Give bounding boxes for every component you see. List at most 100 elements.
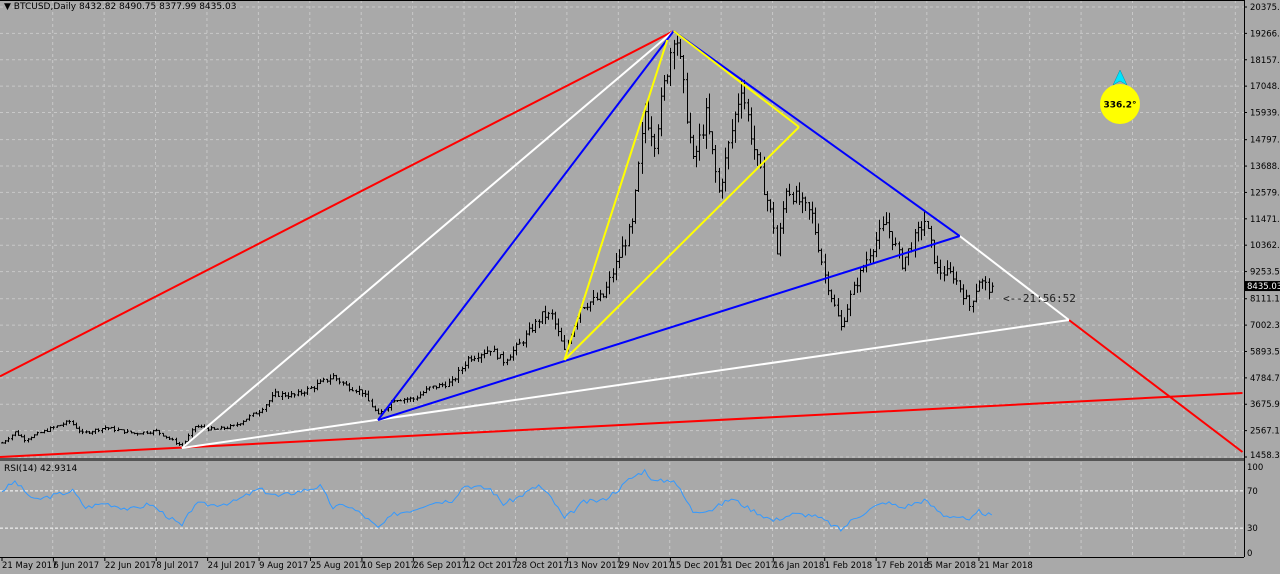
chart-header: ▼ BTCUSD,Daily 8432.82 8490.75 8377.99 8…	[4, 2, 236, 12]
trendline[interactable]	[673, 30, 961, 237]
price-tick-label: 20375.10	[1250, 3, 1280, 13]
price-bar	[734, 111, 737, 143]
price-bar	[261, 407, 264, 414]
price-bar	[904, 256, 907, 272]
price-bar	[547, 311, 550, 320]
price-bar	[72, 420, 75, 426]
price-bar	[258, 410, 261, 417]
time-tick-label: 5 Mar 2018	[928, 561, 976, 571]
trendline[interactable]	[959, 235, 1070, 321]
price-tick-label: 13688.70	[1250, 162, 1280, 172]
price-bar	[358, 385, 361, 396]
trendline[interactable]	[181, 30, 675, 449]
panel-separator[interactable]	[0, 458, 1244, 461]
price-bar	[101, 427, 104, 434]
price-bar	[88, 431, 91, 434]
price-bar	[297, 389, 300, 397]
dropdown-triangle-icon[interactable]: ▼	[4, 2, 11, 12]
price-bar	[936, 255, 939, 274]
price-bar	[236, 422, 239, 427]
price-bar	[46, 428, 49, 432]
price-bar	[300, 389, 303, 396]
price-bar	[737, 93, 740, 123]
angle-badge[interactable]: 336.2°	[1100, 69, 1140, 124]
price-bar	[766, 191, 769, 212]
trendline[interactable]	[0, 392, 1243, 458]
price-bar	[779, 222, 782, 257]
price-bar	[679, 39, 682, 59]
price-bar	[499, 354, 502, 359]
time-tick-label: 12 Oct 2017	[465, 561, 518, 571]
trendline[interactable]	[0, 30, 675, 378]
price-bar	[351, 387, 354, 392]
price-bar	[666, 74, 669, 84]
price-bar	[277, 391, 280, 397]
price-bar	[914, 228, 917, 258]
price-bar	[923, 211, 926, 236]
trendline[interactable]	[1068, 319, 1244, 453]
price-bar	[804, 196, 807, 211]
price-bars	[1, 35, 994, 449]
price-bar	[612, 268, 615, 283]
price-bar	[641, 121, 644, 174]
trendline[interactable]	[377, 235, 960, 421]
price-bar	[988, 278, 991, 300]
price-bar	[875, 232, 878, 258]
rsi-tick-label: 30	[1247, 524, 1258, 534]
price-bar	[634, 189, 637, 224]
price-bar	[978, 280, 981, 292]
price-bar	[792, 191, 795, 205]
price-bar	[772, 201, 775, 234]
price-bar	[721, 178, 724, 199]
price-bar	[361, 389, 364, 397]
price-bar	[94, 428, 97, 435]
price-bar	[972, 300, 975, 313]
price-bar	[557, 318, 560, 337]
price-bar	[175, 437, 178, 445]
trendline[interactable]	[673, 30, 800, 128]
trendline[interactable]	[563, 126, 800, 361]
price-bar	[846, 304, 849, 323]
price-bar	[396, 400, 399, 403]
price-bar	[843, 317, 846, 328]
time-tick-label: 21 May 2017	[2, 561, 57, 571]
price-bar	[486, 346, 489, 355]
price-bar	[959, 280, 962, 293]
price-bar	[194, 425, 197, 433]
time-tick-label: 26 Sep 2017	[413, 561, 467, 571]
price-bar	[56, 425, 59, 428]
price-bar	[599, 289, 602, 302]
price-bar	[727, 140, 730, 170]
price-bar	[618, 249, 621, 269]
price-bar	[927, 220, 930, 229]
price-bar	[20, 434, 23, 438]
price-bar	[441, 382, 444, 388]
price-bar	[1, 441, 4, 444]
time-tick-label: 1 Feb 2018	[825, 561, 873, 571]
price-bar	[702, 124, 705, 139]
price-bar	[515, 342, 518, 356]
price-bar	[531, 323, 534, 333]
price-bar	[146, 430, 149, 435]
price-bar	[268, 400, 271, 408]
trendlines[interactable]	[0, 30, 1244, 458]
current-price-value: 8435.03	[1247, 282, 1280, 292]
price-bar	[403, 398, 406, 404]
time-tick-label: 24 Jul 2017	[208, 561, 256, 571]
price-bar	[287, 392, 290, 399]
price-bar	[23, 434, 26, 443]
price-tick-label: 9253.50	[1250, 268, 1280, 278]
trendline[interactable]	[181, 319, 1070, 450]
price-bar	[525, 330, 528, 348]
price-bar	[776, 225, 779, 255]
price-bar	[40, 431, 43, 434]
price-bar	[470, 355, 473, 362]
price-bar	[602, 293, 605, 298]
price-bar	[795, 185, 798, 204]
trendline[interactable]	[563, 39, 669, 361]
price-bar	[245, 418, 248, 422]
trendline[interactable]	[377, 30, 675, 421]
price-bar	[837, 298, 840, 317]
price-bar	[322, 377, 325, 383]
